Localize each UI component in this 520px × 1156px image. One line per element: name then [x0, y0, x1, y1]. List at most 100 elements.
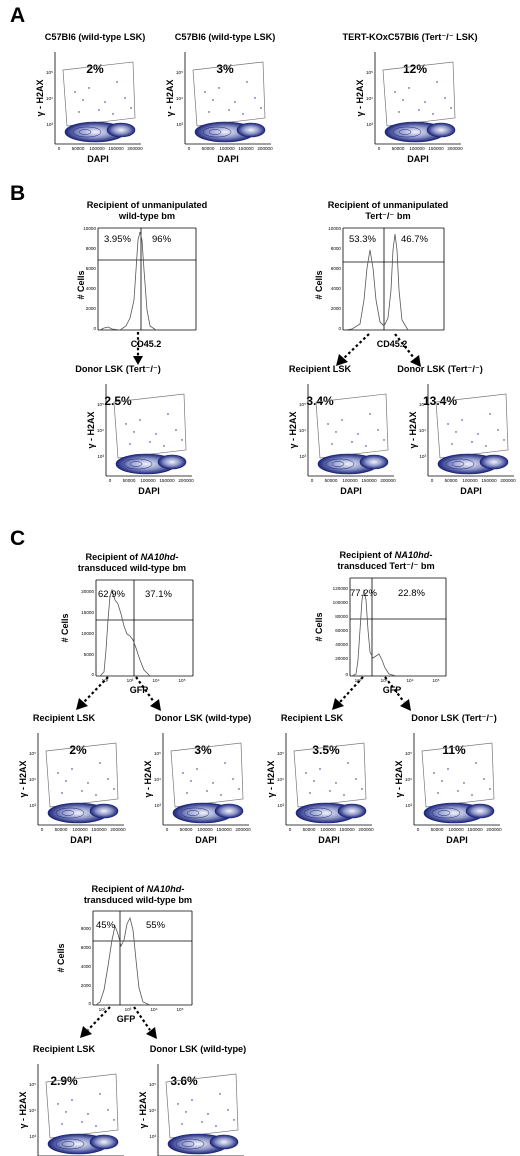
- tick-label: 50000: [392, 146, 405, 151]
- event-dot: [343, 794, 345, 796]
- y-axis-label: γ - H2AX: [355, 79, 365, 116]
- tick-label: 10³: [277, 803, 284, 808]
- tick-label: 200000: [178, 478, 194, 483]
- panel-b-plot-2: Recipient LSK 3.4% DAPI γ - H2AX 0 50000 100…: [288, 364, 396, 496]
- panel-c-plot-4: Donor LSK (Tert⁻/⁻) 11% DAPI γ - H2AX 0 500…: [394, 713, 502, 845]
- density-blob: [426, 122, 456, 138]
- tick-label: 0: [289, 827, 292, 832]
- event-dot: [497, 429, 499, 431]
- tick-label: 0: [41, 827, 44, 832]
- event-dot: [186, 792, 188, 794]
- x-axis-label: DAPI: [138, 486, 160, 496]
- event-dot: [113, 1119, 115, 1121]
- panel-b-plot-3: Donor LSK (Tert⁻/⁻) 13.4% DAPI γ - H2AX 0 5…: [397, 364, 516, 496]
- event-dot: [190, 780, 192, 782]
- tick-label: 200000: [257, 146, 273, 151]
- left-gate-percent: 77.2%: [350, 588, 377, 599]
- arrow-head: [332, 698, 344, 710]
- event-dot: [347, 762, 349, 764]
- tick-label: 0: [417, 827, 420, 832]
- right-gate-percent: 46.7%: [401, 234, 428, 245]
- event-dot: [313, 780, 315, 782]
- tick-label: 10⁵: [277, 751, 284, 756]
- left-gate-percent: 53.3%: [349, 234, 376, 245]
- tick-label: 200000: [380, 478, 396, 483]
- y-axis-label: γ - H2AX: [394, 760, 404, 797]
- x-axis-label: CD45.2: [377, 339, 408, 349]
- gate-arrow: [343, 333, 370, 359]
- gate-polygon: [62, 61, 136, 127]
- event-dot: [212, 99, 214, 101]
- tick-label: 100000: [140, 478, 156, 483]
- tick-label: 8000: [81, 926, 92, 931]
- event-dot: [450, 107, 452, 109]
- event-dot: [218, 87, 220, 89]
- panel-letter-a: A: [10, 4, 25, 27]
- tick-label: 10⁵: [176, 1007, 183, 1012]
- event-dot: [220, 794, 222, 796]
- tick-label: 0: [431, 478, 434, 483]
- gate-polygon: [113, 393, 187, 459]
- density-blob: [89, 803, 119, 819]
- tick-label: 10³: [29, 1134, 36, 1139]
- event-dot: [181, 1123, 183, 1125]
- y-axis-label: γ - H2AX: [266, 760, 276, 797]
- event-dot: [65, 780, 67, 782]
- event-dot: [377, 429, 379, 431]
- y-axis-label: # Cells: [314, 270, 324, 299]
- event-dot: [483, 778, 485, 780]
- density-contour: [55, 1138, 85, 1150]
- event-dot: [219, 1093, 221, 1095]
- x-axis-label: GFP: [383, 685, 402, 695]
- event-dot: [394, 91, 396, 93]
- histogram-title-line-2: wild-type bm: [118, 211, 175, 221]
- tick-label: 10⁴: [29, 1108, 36, 1113]
- tick-label: 0: [109, 478, 112, 483]
- event-dot: [489, 413, 491, 415]
- tick-label: 2000: [81, 983, 92, 988]
- tick-label: 10000: [81, 631, 94, 636]
- x-axis-label: DAPI: [340, 486, 362, 496]
- tick-label: 10⁴: [46, 96, 53, 101]
- y-axis-label: γ - H2AX: [165, 79, 175, 116]
- density-contour: [208, 129, 222, 135]
- event-dot: [196, 768, 198, 770]
- density-blob: [106, 122, 136, 138]
- tick-label: 10⁵: [46, 70, 53, 75]
- event-dot: [113, 788, 115, 790]
- panel-c-plot-3: Recipient LSK 3.5% DAPI γ - H2AX 0 50000 100…: [266, 713, 374, 845]
- event-dot: [57, 772, 59, 774]
- density-contour: [61, 1141, 75, 1147]
- tick-label: 50000: [123, 478, 136, 483]
- x-axis-label: DAPI: [446, 835, 468, 845]
- tick-label: 10⁵: [366, 70, 373, 75]
- event-dot: [436, 81, 438, 83]
- tick-label: 10³: [97, 454, 104, 459]
- tick-label: 100000: [333, 600, 349, 605]
- tick-label: 150000: [91, 827, 107, 832]
- event-dot: [485, 445, 487, 447]
- plot-title: Donor LSK (Tert⁻/⁻): [75, 364, 161, 374]
- event-dot: [489, 788, 491, 790]
- event-dot: [461, 419, 463, 421]
- tick-label: 10⁵: [97, 402, 104, 407]
- histogram-title-line-2: transduced Tert⁻/⁻ bm: [337, 561, 434, 571]
- x-ticks: 10² 10³ 10⁴ 10⁵: [355, 678, 440, 683]
- event-dot: [246, 81, 248, 83]
- event-dot: [463, 782, 465, 784]
- density-blob: [214, 803, 244, 819]
- tick-label: 4000: [331, 286, 342, 291]
- tick-label: 150000: [108, 146, 124, 151]
- event-dot: [335, 782, 337, 784]
- event-dot: [130, 107, 132, 109]
- gate-percent: 3%: [194, 743, 212, 757]
- y-ticks: 10000 8000 6000 4000 2000 0: [328, 226, 341, 331]
- x-axis-label: DAPI: [70, 835, 92, 845]
- density-contour: [186, 810, 200, 816]
- event-dot: [99, 1093, 101, 1095]
- right-gate-percent: 22.8%: [398, 588, 425, 599]
- tick-label: 100000: [197, 827, 213, 832]
- event-dot: [182, 772, 184, 774]
- event-dot: [475, 762, 477, 764]
- panel-c-histogram-2: Recipient of NA10hd- transduced Tert⁻/⁻ …: [314, 550, 447, 695]
